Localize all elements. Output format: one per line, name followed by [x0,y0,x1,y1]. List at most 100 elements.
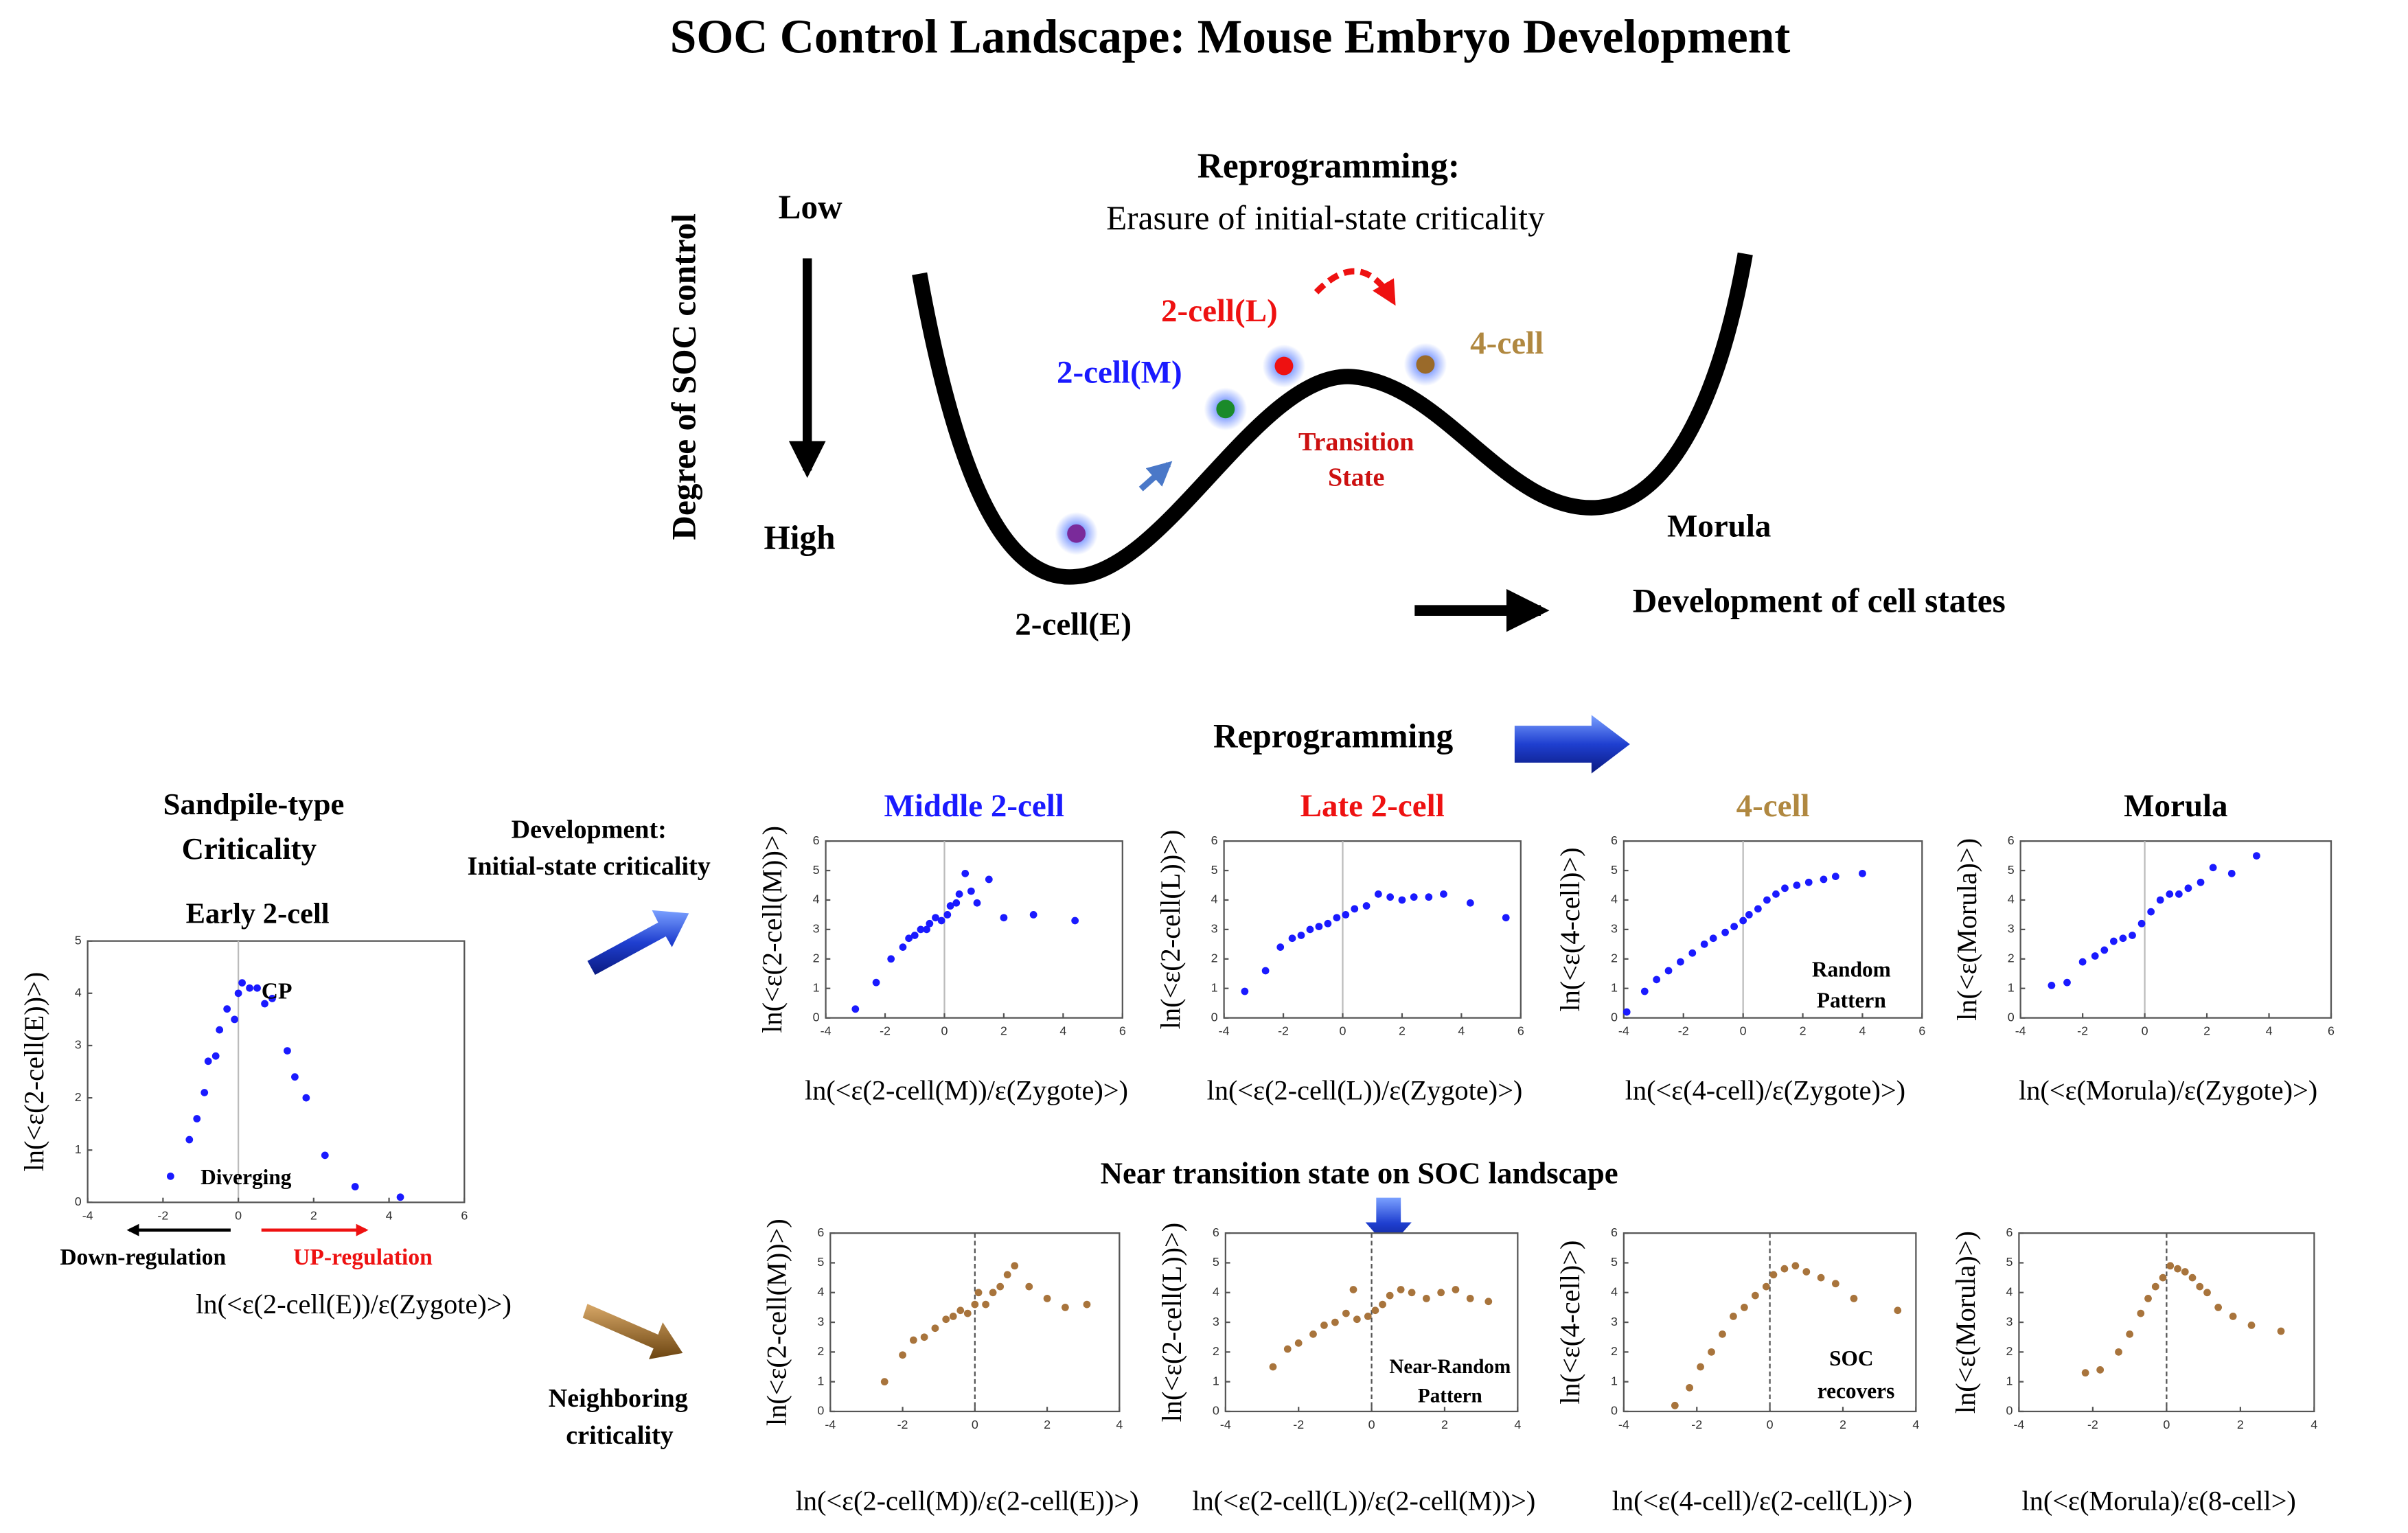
point [1802,1268,1811,1276]
point [1671,1401,1679,1409]
point [1697,1363,1704,1371]
subheading: Erasure of initial-state criticality [1106,199,1545,237]
point [1709,934,1717,943]
label: Near transition state on SOC landscape [1101,1156,1618,1190]
x-tick-label: 0 [2142,1024,2148,1038]
x-tick-label: 2 [1000,1024,1007,1038]
chart-title: Late 2-cell [1300,788,1445,824]
point [234,989,242,998]
point [2078,958,2087,966]
point [1730,1313,1737,1320]
y-tick-label: 3 [1213,1315,1219,1328]
point [1011,1262,1019,1270]
state-label: 2-cell(E) [1015,607,1132,643]
point [1769,1271,1778,1279]
x-tick-label: -4 [825,1418,836,1431]
label: Down-regulation [60,1245,226,1270]
point [949,1313,957,1320]
x-tick-label: -4 [82,1208,93,1222]
chart-title: Middle 2-cell [884,788,1064,824]
point [974,1289,983,1297]
x-tick-label: 0 [235,1208,242,1222]
point [1353,1315,1361,1324]
point [1772,890,1780,898]
y-tick-label: 0 [1611,1010,1618,1024]
point [956,1306,965,1315]
y-tick-label: 0 [2008,1010,2015,1024]
label: Sandpile-type [163,787,345,821]
plot-frame [87,940,466,1203]
point [2184,884,2192,892]
y-tick-label: 3 [1211,922,1218,936]
point [1294,1339,1303,1347]
x-tick-label: 4 [386,1208,393,1222]
point [166,1172,174,1180]
transition-label: State [1328,463,1384,492]
x-tick-label: -2 [1691,1418,1702,1431]
y-tick-label: 1 [2008,980,2015,994]
x-tick-label: -2 [1678,1024,1689,1038]
point [1397,1286,1405,1293]
x-tick-label: 2 [1399,1024,1406,1038]
x-axis-label: ln(<ε(2-cell(M))/ε(Zygote)>) [805,1075,1128,1106]
y-tick-label: 4 [813,892,820,906]
y-tick-label: 2 [813,952,820,965]
y-tick-label: 2 [1611,952,1618,965]
point [1288,934,1296,943]
point [2277,1327,2285,1335]
point [1780,1265,1789,1273]
point [231,1015,239,1024]
annotation: recovers [1818,1379,1895,1403]
y-tick-label: 4 [75,986,82,1000]
y-tick-label: 3 [817,1315,824,1328]
y-tick-label: 0 [1611,1404,1618,1418]
point [1894,1306,1902,1315]
point [238,979,246,987]
point [1791,1262,1800,1270]
y-tick-label: 1 [817,1374,824,1387]
point [1781,884,1789,892]
y-tick-label: 5 [1211,863,1218,877]
point [1484,1298,1493,1306]
y-tick-label: 0 [75,1195,82,1208]
x-tick-label: -2 [1293,1418,1304,1431]
point [2109,937,2118,945]
y-axis-label: ln(<ε(2-cell(L))>) [1156,1223,1187,1422]
point [1408,1289,1416,1297]
point [2229,1313,2237,1320]
x-tick-label: -4 [1618,1418,1629,1431]
point [302,1094,310,1102]
y-tick-label: 6 [2006,1225,2013,1239]
label: criticality [566,1421,673,1450]
point [905,934,913,943]
point [1386,1291,1394,1300]
transition-label: Transition [1298,428,1414,457]
x-tick-label: 4 [1912,1418,1919,1431]
point [1452,1286,1460,1293]
y-axis-label: ln(<ε(Morula)>) [1951,838,1982,1021]
point [943,911,952,919]
point [909,1336,917,1344]
ball [1067,524,1086,543]
y-axis-label: ln(<ε(4-cell)>) [1555,847,1585,1011]
y-tick-label: 6 [1611,833,1618,847]
point [872,978,880,987]
y-tick-label: 6 [1213,1225,1219,1239]
point [1342,911,1350,919]
annotation: Pattern [1418,1385,1482,1407]
y-axis-label: ln(<ε(4-cell)>) [1555,1240,1585,1404]
point [1349,1286,1357,1293]
point [1708,1348,1715,1356]
point [942,1315,950,1324]
label: Initial-state criticality [468,852,711,881]
x-tick-label: 2 [310,1208,317,1222]
label: Criticality [182,831,317,866]
arrow [1365,1197,1412,1249]
y-tick-label: 0 [813,1010,820,1024]
point [2144,1295,2152,1302]
point [2096,1365,2105,1374]
point [1306,925,1314,934]
y-tick-label: 6 [2008,833,2015,847]
point [1820,875,1828,884]
